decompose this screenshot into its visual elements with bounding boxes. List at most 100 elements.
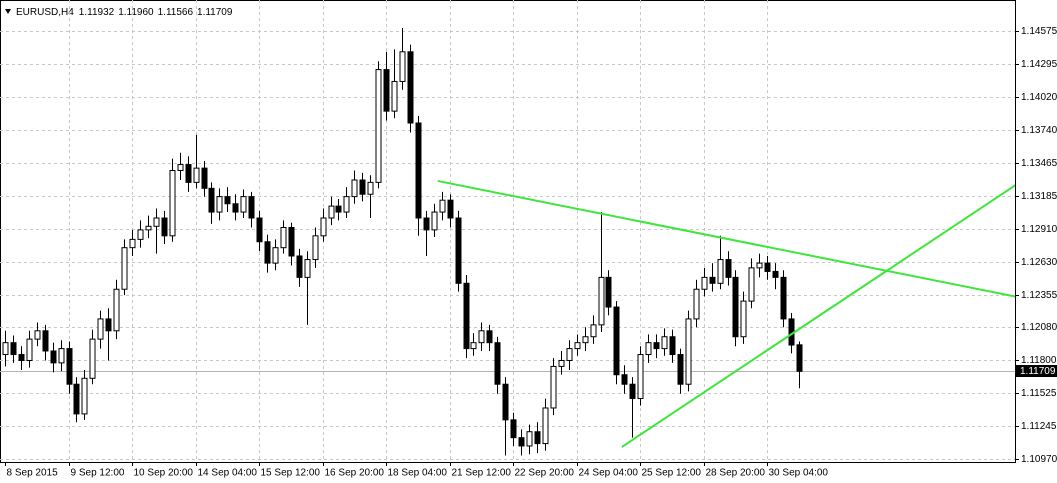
header-high: 1.11960 xyxy=(118,7,154,18)
candle-body xyxy=(193,167,200,183)
last-price-box xyxy=(1016,365,1057,377)
candle-body xyxy=(335,205,342,213)
chart-header: EURUSD,H4 1.11932 1.11960 1.11566 1.11709 xyxy=(16,7,233,18)
candle-body xyxy=(502,383,509,421)
candle-body xyxy=(764,262,771,272)
candle-body xyxy=(605,276,612,308)
menu-arrow xyxy=(5,9,11,14)
y-tick-label: 1.11245 xyxy=(1021,421,1057,432)
candle-body xyxy=(518,437,525,447)
candle-body xyxy=(296,255,303,278)
candle-body xyxy=(10,342,17,356)
candle-body xyxy=(42,330,49,352)
candle-body xyxy=(693,288,700,320)
candle-body xyxy=(97,318,104,340)
y-tick-label: 1.12910 xyxy=(1021,224,1057,235)
x-tick-label: 10 Sep 20:00 xyxy=(134,468,194,479)
candle-body xyxy=(486,330,493,344)
candle-body xyxy=(447,199,454,219)
candle-body xyxy=(34,330,41,340)
candle-body xyxy=(153,217,160,227)
candle-body xyxy=(145,225,152,231)
candle-body xyxy=(725,259,732,278)
candle-body xyxy=(272,247,279,264)
candle-body xyxy=(685,318,692,385)
candle-body xyxy=(677,354,684,385)
candle-body xyxy=(343,196,350,213)
y-tick-label: 1.13185 xyxy=(1021,191,1057,202)
candle-body xyxy=(232,203,239,213)
candle-body xyxy=(629,383,636,399)
candle-body xyxy=(216,196,223,213)
x-tick-label: 16 Sep 20:00 xyxy=(325,468,385,479)
candle-body xyxy=(613,306,620,376)
candle-body xyxy=(510,419,517,439)
candle-body xyxy=(240,196,247,213)
candle-body xyxy=(494,342,501,385)
candle-body xyxy=(709,276,716,284)
x-tick-label: 15 Sep 12:00 xyxy=(261,468,321,479)
candle-body xyxy=(431,211,438,231)
candle-body xyxy=(574,342,581,350)
grid xyxy=(0,0,1015,462)
candle-body xyxy=(661,336,668,350)
x-tick-label: 24 Sep 04:00 xyxy=(579,468,639,479)
y-tick-label: 1.14575 xyxy=(1021,26,1057,37)
header-open: 1.11932 xyxy=(79,7,115,18)
x-tick-label: 30 Sep 04:00 xyxy=(769,468,829,479)
candle-body xyxy=(399,51,406,82)
candle-body xyxy=(58,348,65,364)
candle-body xyxy=(478,330,485,344)
candle-body xyxy=(772,270,779,278)
candle-body xyxy=(637,354,644,399)
candle-body xyxy=(73,383,80,415)
candle-body xyxy=(256,217,263,243)
x-tick-label: 22 Sep 20:00 xyxy=(515,468,575,479)
y-tick-label: 1.12355 xyxy=(1021,290,1057,301)
candle-body xyxy=(185,164,192,183)
candle-body xyxy=(383,69,390,112)
x-tick-label: 14 Sep 04:00 xyxy=(198,468,258,479)
last-price-label: 1.11709 xyxy=(1020,366,1056,377)
candle-body xyxy=(161,217,168,237)
candle-body xyxy=(50,350,57,364)
candle-body xyxy=(582,336,589,344)
y-tick-label: 1.13465 xyxy=(1021,158,1057,169)
candle-body xyxy=(391,80,398,112)
candle-body xyxy=(558,359,565,367)
candle-body xyxy=(526,431,533,447)
y-tick-label: 1.12630 xyxy=(1021,257,1057,268)
candle-body xyxy=(320,217,327,237)
candle-body xyxy=(796,344,803,372)
candle-body xyxy=(113,288,120,332)
candle-body xyxy=(26,338,33,361)
candle-body xyxy=(81,377,88,415)
candle-body xyxy=(534,431,541,445)
candle-body xyxy=(375,69,382,183)
candle-body xyxy=(248,196,255,219)
candle-body xyxy=(351,179,358,198)
candle-body xyxy=(18,354,25,361)
candle-body xyxy=(701,276,708,290)
candle-body xyxy=(669,336,676,356)
candle-body xyxy=(470,342,477,350)
candle-body xyxy=(288,226,295,257)
candle-body xyxy=(756,262,763,269)
y-tick-label: 1.14020 xyxy=(1021,92,1057,103)
y-tick-label: 1.14295 xyxy=(1021,59,1057,70)
x-tick-label: 25 Sep 12:00 xyxy=(642,468,702,479)
y-tick-label: 1.13740 xyxy=(1021,125,1057,136)
candle-body xyxy=(748,267,755,302)
candle-body xyxy=(169,170,176,237)
candle-body xyxy=(463,282,470,350)
y-tick-label: 1.10970 xyxy=(1021,454,1057,465)
candle-body xyxy=(224,196,231,205)
candle-body xyxy=(328,205,335,219)
candle-body xyxy=(177,164,184,172)
candle-body xyxy=(598,276,605,326)
candle-body xyxy=(89,338,96,379)
header-close: 1.11709 xyxy=(197,7,233,18)
candle-body xyxy=(740,300,747,338)
